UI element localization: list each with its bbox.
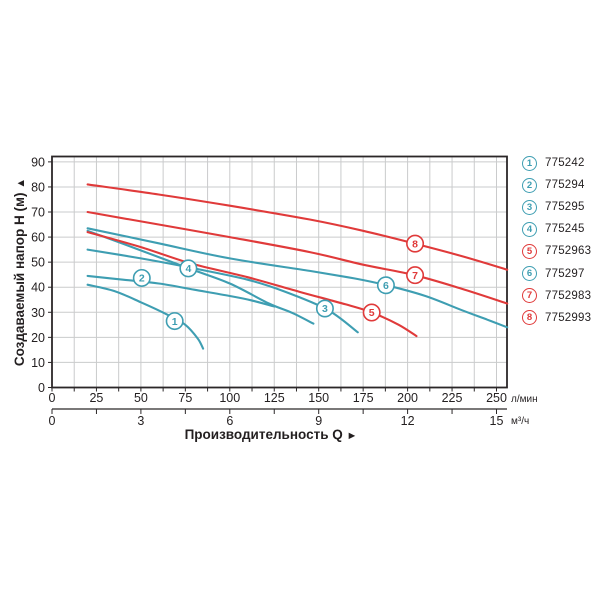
legend-item-7752963: 5 7752963 [522,240,591,262]
y-tick-label: 70 [31,206,45,220]
legend-number-badge: 1 [522,155,537,171]
y-tick-label: 40 [31,281,45,295]
legend-model-code: 7752993 [545,311,592,324]
legend-model-code: 775242 [545,157,585,170]
curve-badge-number: 6 [383,280,389,292]
legend-model-code: 775294 [545,179,585,192]
y-tick-label: 90 [31,155,45,169]
x-tick-label-m3h: 9 [315,414,322,428]
legend-number-badge: 4 [522,221,537,237]
legend-number-badge: 8 [522,310,537,326]
x-tick-label-lmin: 25 [89,391,103,405]
x-tick-label-lmin: 100 [219,391,240,405]
legend-number-badge: 5 [522,243,537,259]
x-tick-label-lmin: 250 [486,391,507,405]
curve-badge-6 [376,276,395,295]
legend-item-775245: 4 775245 [522,218,591,240]
x-tick-label-m3h: 6 [226,414,233,428]
legend-item-7752993: 8 7752993 [522,307,591,329]
x-tick-label-m3h: 0 [49,414,56,428]
curve-badge-number: 1 [172,316,178,328]
x-tick-label-lmin: 0 [49,391,56,405]
legend-item-7752983: 7 7752983 [522,285,591,307]
curve-badge-number: 3 [322,303,328,315]
curve-badge-number: 4 [185,263,191,275]
x-axis-title: Производительность Q ► [42,427,500,442]
curve-775245 [86,229,315,325]
legend-item-775297: 6 775297 [522,262,591,284]
curve-badge-1 [165,312,184,331]
x-tick-label-lmin: 225 [442,391,463,405]
curve-badge-number: 7 [412,270,418,282]
curve-badge-7 [406,266,425,285]
y-tick-label: 50 [31,256,45,270]
x-tick-label-lmin: 125 [264,391,285,405]
curve-775297 [86,227,509,329]
curve-badge-3 [315,299,334,318]
x-tick-label-m3h: 12 [401,414,415,428]
x-tick-label-m3h: 15 [490,414,504,428]
x-axis-title-text: Производительность Q [184,427,343,442]
legend-model-code: 775245 [545,223,585,236]
legend-number-badge: 3 [522,199,537,215]
curve-7752983 [86,210,509,305]
legend-model-code: 775295 [545,201,585,214]
curve-badge-number: 8 [412,238,418,250]
x-unit-m3h: м³/ч [511,416,529,427]
y-axis-title: Создаваемый напор H (м) ▲ [12,117,32,427]
curve-775294 [86,274,276,308]
legend-model-code: 7752963 [545,245,592,258]
x-tick-label-lmin: 150 [308,391,329,405]
legend-number-badge: 2 [522,177,537,193]
plot-border [51,155,508,389]
y-axis-title-text: Создаваемый напор H (м) [12,192,27,367]
y-tick-label: 0 [38,381,45,395]
x-tick-label-lmin: 50 [134,391,148,405]
curve-775242 [86,283,205,350]
y-tick-label: 20 [31,331,45,345]
x-tick-label-lmin: 175 [353,391,374,405]
legend-item-775294: 2 775294 [522,174,591,196]
x-unit-lmin: л/мин [511,394,538,405]
legend: 1 775242 2 775294 3 775295 4 775245 5 7752963 6 775… [522,152,591,329]
y-tick-label: 10 [31,356,45,370]
y-tick-label: 30 [31,306,45,320]
x-tick-label-lmin: 200 [397,391,418,405]
curve-badge-number: 5 [369,307,375,319]
y-tick-label: 80 [31,180,45,194]
legend-number-badge: 7 [522,288,537,304]
curve-badge-5 [362,303,381,322]
curve-7752993 [86,183,509,271]
x-tick-label-lmin: 75 [178,391,192,405]
x-tick-label-m3h: 3 [137,414,144,428]
curve-7752963 [86,231,418,338]
legend-number-badge: 6 [522,266,537,282]
legend-model-code: 775297 [545,267,585,280]
y-tick-label: 60 [31,231,45,245]
curve-badge-2 [132,268,151,287]
right-arrow-icon: ► [346,430,358,442]
legend-item-775295: 3 775295 [522,196,591,218]
curve-badge-number: 2 [139,273,145,285]
curve-badge-8 [406,234,425,253]
legend-item-775242: 1 775242 [522,152,591,174]
legend-model-code: 7752983 [545,289,592,302]
curve-badge-4 [179,259,198,278]
up-arrow-icon: ▲ [15,177,27,189]
